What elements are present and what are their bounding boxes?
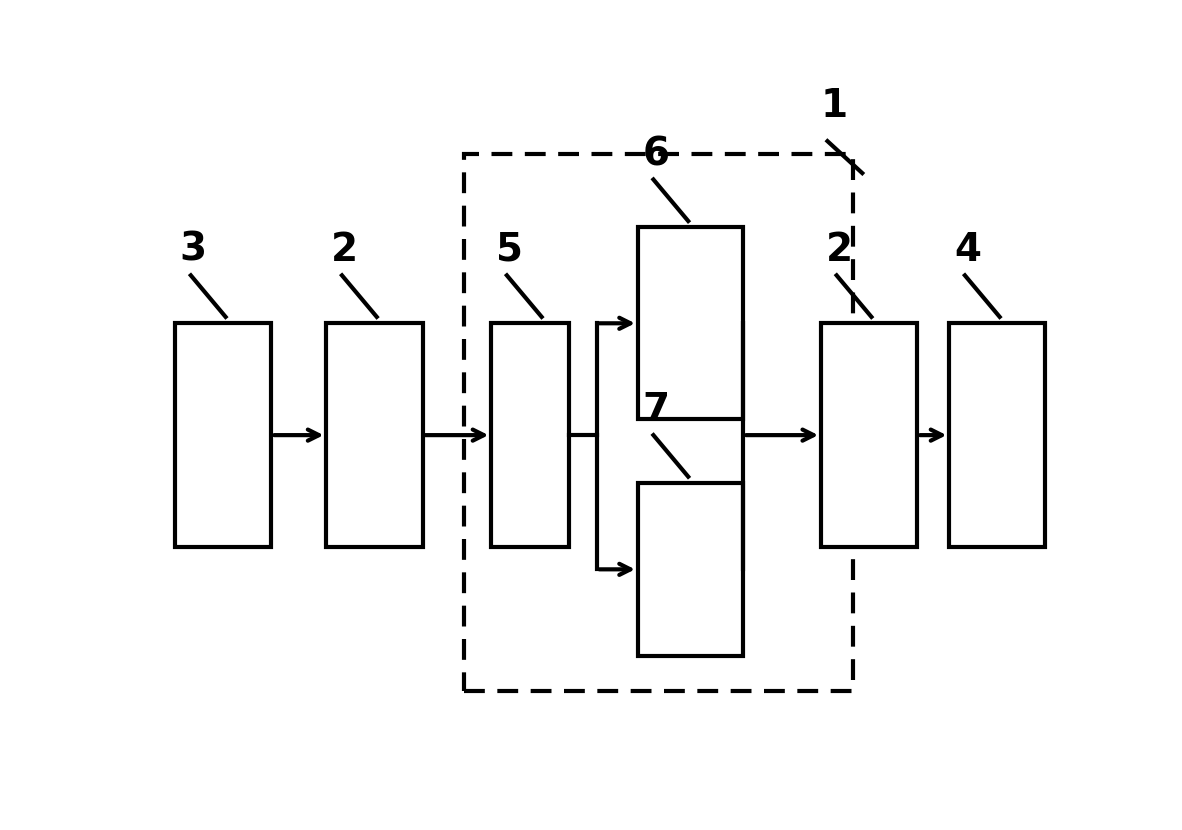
Bar <box>492 324 569 547</box>
Text: 4: 4 <box>954 231 981 269</box>
Bar <box>638 227 743 419</box>
Bar <box>463 154 853 691</box>
Text: 7: 7 <box>643 391 669 429</box>
Text: 3: 3 <box>180 231 207 269</box>
Text: 5: 5 <box>496 231 522 269</box>
Bar <box>326 324 423 547</box>
Text: 6: 6 <box>643 135 669 173</box>
Bar <box>638 483 743 656</box>
Text: 1: 1 <box>821 87 849 125</box>
Bar <box>949 324 1045 547</box>
Bar <box>175 324 272 547</box>
Text: 2: 2 <box>825 231 852 269</box>
Text: 2: 2 <box>331 231 358 269</box>
Bar <box>821 324 917 547</box>
